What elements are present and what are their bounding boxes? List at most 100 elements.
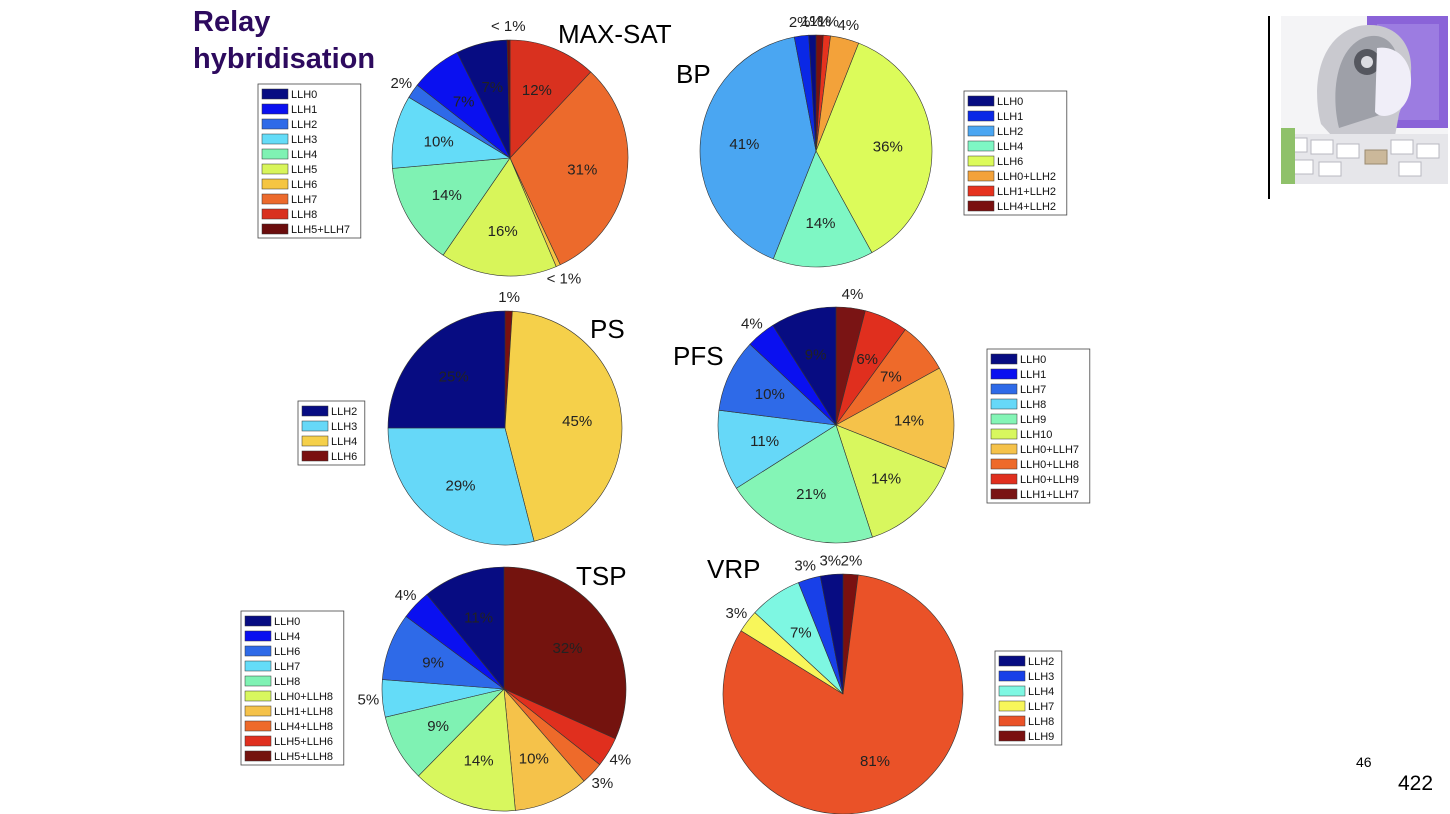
legend-item: LLH4 [331,436,357,448]
legend-swatch [261,163,289,175]
pie-data-label: 41% [729,136,759,153]
legend-item: LLH0+LLH8 [274,691,333,703]
pie-slice-llh4 [392,157,511,256]
pie-slice-llh8 [509,39,592,159]
legend-swatch [244,720,272,732]
pie-slice-llh0 [426,566,505,690]
pie-data-label: 14% [871,470,901,487]
slide-number-large: 422 [1398,772,1434,795]
legend-swatch [967,110,995,122]
pie-data-label: 3% [592,775,614,792]
chart-title: PFS [673,341,724,371]
pie-data-label: 11% [750,433,779,450]
legend-item: LLH4 [1028,686,1054,698]
legend: LLH2 LLH3 LLH4 LLH6 [297,400,366,466]
legend-swatch [967,140,995,152]
legend-swatch [967,185,995,197]
pie-data-label: 5% [358,692,380,709]
pie-data-label: 29% [445,477,475,494]
pie-data-label: 7% [880,369,902,386]
pie-data-label: 2% [789,14,811,31]
pie-data-label: 7% [790,625,812,642]
pie-data-label: 10% [424,134,454,151]
legend-item: LLH4+LLH2 [997,201,1056,213]
pie-slice-llh7 [509,71,629,266]
pie-data-label: 10% [519,751,549,768]
pie-chart-pfs: 4% 6%7% 14% 14% 21% 11% 10% 4% 9% PFS LLH0 LLH1 LLH7… [673,286,1091,544]
pie-data-label: 6% [856,351,878,368]
legend-item: LLH6 [331,451,357,463]
legend-swatch [244,630,272,642]
pie-data-label: 14% [432,187,462,204]
legend-item: LLH9 [1028,731,1054,743]
pie-chart-ps: 1% 45% 29% 25% PS LLH2 LLH3 LLH4 LLH6 [297,289,625,546]
pie-data-label: 11% [464,610,493,627]
pie-slice-llh8 [722,574,964,814]
legend-item: LLH2 [997,126,1023,138]
legend: LLH0 LLH1 LLH7 LLH8 LLH9 LLH10 LLH0+LLH7 LLH0+L… [986,348,1091,504]
legend-swatch [261,178,289,190]
legend-swatch [967,95,995,107]
slide-title: Relay hybridisation [193,4,375,78]
pie-data-label: 1% [809,13,831,30]
legend-item: LLH4 [997,141,1023,153]
legend-swatch [998,655,1026,667]
pie-slice-llh6 [815,42,933,254]
legend-item: LLH10 [1020,429,1052,441]
pie-slice-llh8 [717,409,837,489]
chart-title: VRP [707,554,760,584]
pie-data-label: 2% [390,75,412,92]
legend-swatch [244,690,272,702]
pie-data-label: < 1% [491,18,526,35]
legend-item: LLH1+LLH7 [1020,489,1079,501]
pie-data-label: 4% [741,315,763,332]
legend-item: LLH1 [997,111,1023,123]
pie-data-label: 4% [395,587,417,604]
legend-swatch [967,200,995,212]
slide-title-line2: hybridisation [193,43,376,75]
legend-swatch [301,435,329,447]
legend-swatch [301,405,329,417]
legend: LLH0 LLH4 LLH6 LLH7 LLH8 LLH0+LLH8 LLH1+LLH8 LL… [240,610,345,766]
pie-slice-llh0-plus-llh7 [835,367,955,469]
legend-item: LLH0 [291,89,317,101]
legend-swatch [998,670,1026,682]
legend-item: LLH0 [1020,354,1046,366]
legend-swatch [990,353,1018,365]
legend-item: LLH1+LLH2 [997,186,1056,198]
pie-slice-llh4 [772,150,873,268]
legend-item: LLH6 [274,646,300,658]
legend-item: LLH0+LLH2 [997,171,1056,183]
pie-slice-llh9 [735,424,873,544]
pie-data-label: 21% [796,486,826,503]
pie-data-label: 14% [464,752,494,769]
pie-slice-llh1-plus-llh8 [503,688,585,811]
legend-item: LLH0 [997,96,1023,108]
legend-item: LLH1 [1020,369,1046,381]
legend-item: LLH2 [291,119,317,131]
legend-item: LLH0+LLH7 [1020,444,1079,456]
legend-swatch [990,428,1018,440]
legend-swatch [967,125,995,137]
pie-slice-llh3 [387,427,535,546]
pie-chart-bp: 1%1%4%36%14%41%2%1%BPLLH0LLH1LLH2LLH4LLH… [676,13,1068,268]
legend-item: LLH0+LLH9 [1020,474,1079,486]
pie-data-label: < 1% [547,271,582,288]
legend-item: LLH6 [997,156,1023,168]
legend-item: LLH1 [291,104,317,116]
legend-item: LLH7 [274,661,300,673]
pie-data-label: 10% [755,386,785,403]
legend-swatch [244,660,272,672]
pie-data-label: 1% [498,289,520,306]
legend-swatch [261,148,289,160]
legend-swatch [244,615,272,627]
pie-slice-llh3 [391,96,511,169]
legend-item: LLH1+LLH8 [274,706,333,718]
pie-data-label: 9% [422,655,444,672]
legend-item: LLH0+LLH8 [1020,459,1079,471]
legend-item: LLH9 [1020,414,1046,426]
slide-title-line1: Relay [193,6,271,38]
legend-item: LLH8 [274,676,300,688]
legend-swatch [301,450,329,462]
